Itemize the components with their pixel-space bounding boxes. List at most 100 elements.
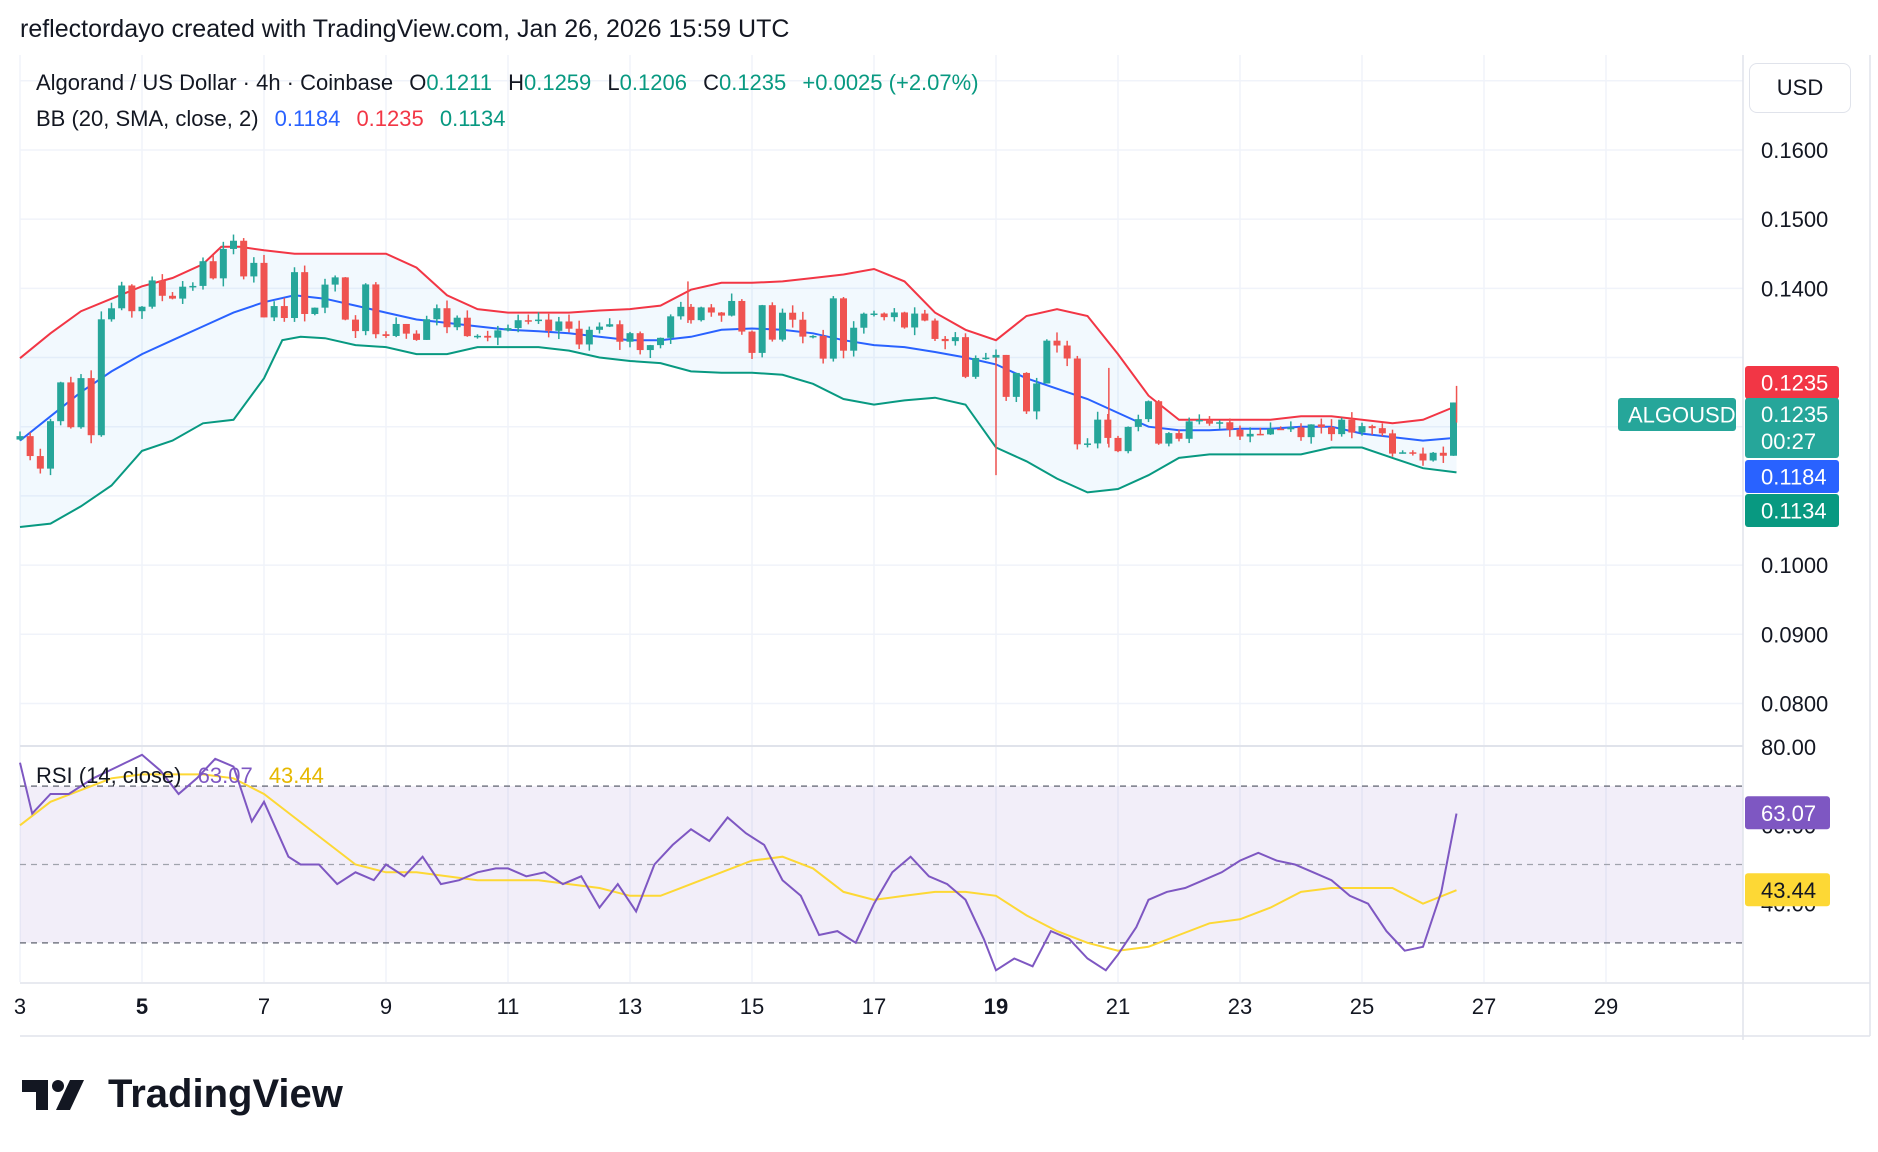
candle-body bbox=[138, 306, 146, 312]
time-tick-label: 19 bbox=[984, 994, 1008, 1019]
rsi-ma-legend-value: 43.44 bbox=[268, 763, 324, 788]
candle-body bbox=[1338, 419, 1346, 435]
candle-body bbox=[1246, 433, 1254, 437]
rsi-axis-label: 63.07 bbox=[1761, 801, 1816, 826]
time-tick-label: 21 bbox=[1106, 994, 1130, 1019]
time-tick-label: 29 bbox=[1594, 994, 1618, 1019]
candle-body bbox=[697, 307, 705, 321]
candle-body bbox=[77, 378, 85, 428]
candle-body bbox=[1399, 452, 1407, 454]
candle-body bbox=[1094, 419, 1102, 444]
logo-text: TradingView bbox=[108, 1072, 343, 1116]
candle-body bbox=[931, 320, 939, 339]
candle-body bbox=[1439, 452, 1447, 456]
candle-body bbox=[230, 240, 237, 249]
candle-body bbox=[1053, 340, 1061, 346]
time-tick-label: 17 bbox=[862, 994, 886, 1019]
candle-body bbox=[1267, 428, 1274, 435]
candle-body bbox=[1419, 453, 1427, 461]
candle-body bbox=[372, 284, 380, 335]
symbol-price-label: ALGOUSD bbox=[1628, 403, 1736, 428]
candle-body bbox=[575, 328, 583, 345]
candle-body bbox=[148, 280, 156, 307]
tradingview-logo[interactable]: TradingView bbox=[22, 1072, 343, 1117]
bb-lower-line bbox=[19, 335, 1457, 528]
candle-body bbox=[1368, 426, 1376, 429]
bb-legend-label: BB (20, SMA, close, 2) bbox=[36, 106, 259, 131]
currency-button[interactable]: USD bbox=[1749, 63, 1851, 113]
bb-lower-price-label: 0.1134 bbox=[1761, 499, 1827, 524]
candle-body bbox=[819, 335, 827, 359]
candle-body bbox=[809, 335, 817, 338]
candle-body bbox=[758, 305, 766, 353]
candle-body bbox=[57, 382, 65, 422]
candle-body bbox=[901, 312, 908, 328]
candle-body bbox=[860, 313, 868, 328]
time-axis[interactable]: 3 5 7 9 11 13 15 17 19 21 23 25 27 29 bbox=[14, 994, 1618, 1019]
candle-body bbox=[728, 300, 736, 316]
candle-body bbox=[1277, 428, 1285, 431]
candle-body bbox=[291, 272, 298, 319]
candle-body bbox=[1226, 422, 1234, 430]
candle-body bbox=[545, 319, 553, 331]
candle-body bbox=[169, 295, 176, 299]
candle-body bbox=[707, 307, 715, 313]
candle-body bbox=[189, 285, 197, 288]
candle-body bbox=[1084, 443, 1091, 445]
candle-body bbox=[941, 338, 949, 342]
candle-body bbox=[1206, 419, 1213, 424]
candle-body bbox=[1073, 358, 1081, 445]
candle-body bbox=[1328, 427, 1335, 435]
bb-lower-price-label-bg bbox=[1745, 494, 1839, 527]
candle-body bbox=[474, 335, 481, 338]
candle-body bbox=[626, 333, 634, 342]
candle-body bbox=[463, 317, 471, 337]
price-tick-label: 0.1000 bbox=[1761, 553, 1828, 578]
price-tick-label: 0.1600 bbox=[1761, 138, 1828, 163]
candle-body bbox=[972, 358, 980, 377]
chart-canvas[interactable]: 0.1600 0.1500 0.1400 0.1000 0.0900 0.0800 80.… bbox=[0, 0, 1878, 1040]
candle-body bbox=[636, 333, 644, 351]
candle-body bbox=[748, 331, 756, 353]
rsi-legend[interactable]: RSI (14, close) 63.07 43.44 bbox=[36, 763, 324, 789]
candle-body bbox=[718, 312, 725, 316]
time-tick-label: 7 bbox=[258, 994, 270, 1019]
rsi-tick-label: 80.00 bbox=[1761, 735, 1816, 760]
candle-body bbox=[26, 436, 34, 457]
candle-body bbox=[494, 330, 502, 338]
candle-body bbox=[219, 248, 227, 279]
open-label: O bbox=[409, 70, 427, 95]
time-tick-label: 3 bbox=[14, 994, 26, 1019]
candle-body bbox=[535, 319, 542, 322]
bb-legend[interactable]: BB (20, SMA, close, 2) 0.1184 0.1235 0.1… bbox=[36, 106, 506, 132]
rsi-line bbox=[19, 753, 1458, 972]
price-tick-label: 0.1400 bbox=[1761, 276, 1828, 301]
candle-body bbox=[1348, 419, 1356, 433]
rsi-pane[interactable] bbox=[19, 753, 1743, 972]
price-tick-label: 0.0800 bbox=[1761, 691, 1828, 716]
candle-body bbox=[1450, 402, 1457, 456]
candle-body bbox=[1114, 437, 1122, 452]
candle-body bbox=[524, 320, 532, 322]
high-value: 0.1259 bbox=[523, 70, 592, 95]
candle-body bbox=[768, 305, 776, 340]
countdown-label: 00:27 bbox=[1761, 429, 1816, 454]
tradingview-logo-icon bbox=[22, 1079, 84, 1110]
time-tick-label: 5 bbox=[136, 994, 148, 1019]
candle-body bbox=[555, 321, 563, 331]
price-axis[interactable]: 0.1600 0.1500 0.1400 0.1000 0.0900 0.0800 bbox=[1761, 138, 1828, 717]
candle-body bbox=[87, 378, 95, 436]
candle-body bbox=[1063, 345, 1071, 359]
candle-body bbox=[921, 313, 929, 321]
candles bbox=[16, 234, 1458, 476]
candle-body bbox=[36, 456, 44, 469]
candle-body bbox=[179, 286, 187, 299]
candle-body bbox=[962, 337, 969, 377]
candle-body bbox=[829, 298, 837, 359]
candle-body bbox=[16, 436, 24, 440]
candle-body bbox=[1155, 401, 1163, 444]
symbol-legend[interactable]: Algorand / US Dollar · 4h · Coinbase O0.… bbox=[36, 70, 979, 96]
candle-body bbox=[1409, 452, 1417, 454]
price-pane[interactable] bbox=[16, 234, 1458, 528]
